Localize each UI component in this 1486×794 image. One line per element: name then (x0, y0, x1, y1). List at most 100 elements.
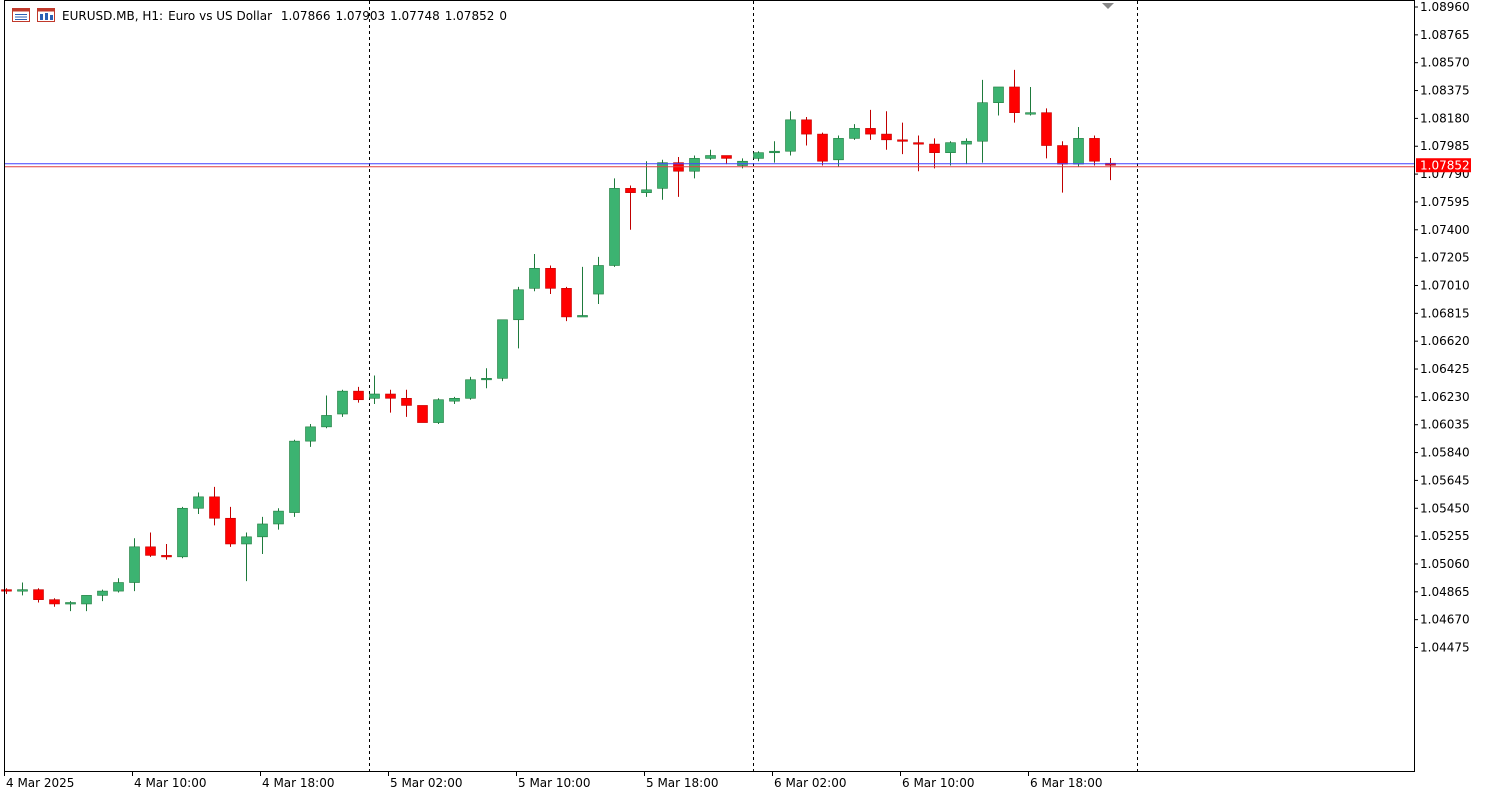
candle-body (801, 119, 812, 135)
candle-body (273, 510, 284, 525)
candle (625, 185, 636, 230)
current-price-label: 1.07852 (1420, 159, 1470, 173)
current-price-tag: 1.07852 (1416, 158, 1471, 173)
candle (545, 265, 556, 295)
candle (401, 389, 412, 417)
candle-body (513, 289, 524, 321)
candle-body (849, 128, 860, 139)
candle (433, 398, 444, 425)
candle-body (257, 523, 268, 538)
candle (1041, 108, 1052, 159)
candle (497, 319, 508, 382)
price-axis: 1.08960 1.08765 1.08570 1.08375 1.08180 1.079… (1414, 0, 1471, 772)
candle-body (657, 162, 668, 189)
list-icon[interactable] (12, 8, 30, 22)
candle (417, 405, 428, 423)
price-tick-label: 1.08570 (1420, 56, 1470, 70)
price-tick-label: 1.05060 (1420, 557, 1470, 571)
candle-body (641, 189, 652, 193)
candle (945, 141, 956, 166)
candle-body (1057, 145, 1068, 165)
candle-body (449, 397, 460, 402)
candle-body (17, 589, 28, 592)
candle-body (33, 589, 44, 600)
time-tick-label: 4 Mar 10:00 (134, 776, 207, 790)
header-extra: 0 (499, 9, 507, 23)
candle (961, 138, 972, 165)
candle-body (161, 555, 172, 558)
price-tick-label: 1.06815 (1420, 306, 1470, 320)
chart-header: EURUSD.MB, H1: Euro vs US Dollar 1.07866 1… (62, 9, 512, 23)
candle-body (1025, 112, 1036, 115)
candle-body (593, 265, 604, 295)
candle-body (913, 142, 924, 145)
price-tick-label: 1.06230 (1420, 390, 1470, 404)
candle-body (193, 496, 204, 509)
price-tick-label: 1.08180 (1420, 111, 1470, 125)
symbol-label: EURUSD.MB, H1: (62, 9, 164, 23)
ohlc-close: 1.07852 (444, 9, 495, 23)
chart-frame (4, 0, 1415, 772)
candle (241, 532, 252, 582)
candle (17, 582, 28, 596)
candle (209, 486, 220, 526)
candle-body (385, 393, 396, 399)
candle (33, 588, 44, 603)
candle (385, 389, 396, 413)
time-tick-label: 5 Mar 18:00 (646, 776, 719, 790)
candle-body (1, 589, 12, 592)
candle-body (865, 128, 876, 135)
price-tick-label: 1.05450 (1420, 501, 1470, 515)
candle-body (977, 102, 988, 142)
candle-body (785, 119, 796, 152)
candle (817, 132, 828, 166)
candle-body (705, 155, 716, 159)
price-tick-label: 1.07205 (1420, 251, 1470, 265)
candle-body (289, 440, 300, 513)
candle-body (609, 188, 620, 266)
ohlc-low: 1.07748 (390, 9, 440, 23)
candle (81, 595, 92, 612)
candle-body (369, 393, 380, 399)
candle (49, 598, 60, 607)
candle-body (321, 415, 332, 428)
time-tick-label: 6 Mar 02:00 (774, 776, 847, 790)
candle (1, 588, 12, 594)
candle (833, 135, 844, 167)
time-tick-label: 5 Mar 10:00 (518, 776, 591, 790)
candle-body (529, 268, 540, 289)
day-separators (369, 1, 1138, 771)
candle (785, 111, 796, 156)
candles-layer (1, 69, 1116, 612)
candle-body (209, 496, 220, 519)
candle (913, 135, 924, 172)
price-tick-label: 1.08765 (1420, 28, 1470, 42)
candle (529, 254, 540, 292)
candle (161, 543, 172, 560)
candle-body (225, 517, 236, 545)
candle-body (465, 379, 476, 399)
current-price-lines (5, 3, 1414, 168)
candle (65, 601, 76, 612)
candle-body (545, 268, 556, 289)
candle-body (561, 288, 572, 318)
time-tick-label: 6 Mar 10:00 (902, 776, 975, 790)
ohlc-high: 1.07903 (335, 9, 386, 23)
candle (897, 122, 908, 155)
candle-body (1073, 138, 1084, 165)
price-tick-label: 1.06035 (1420, 418, 1470, 432)
time-tick-label: 4 Mar 18:00 (262, 776, 335, 790)
candle-body (897, 139, 908, 142)
candle (609, 178, 620, 267)
time-tick-label: 6 Mar 18:00 (1030, 776, 1103, 790)
price-tick-label: 1.05255 (1420, 529, 1470, 543)
chart-window-icon[interactable] (37, 8, 55, 22)
price-tick-label: 1.04865 (1420, 585, 1470, 599)
candle-body (961, 140, 972, 145)
candle (225, 506, 236, 547)
candle (321, 395, 332, 429)
candle (465, 376, 476, 400)
price-tick-label: 1.06425 (1420, 362, 1470, 376)
